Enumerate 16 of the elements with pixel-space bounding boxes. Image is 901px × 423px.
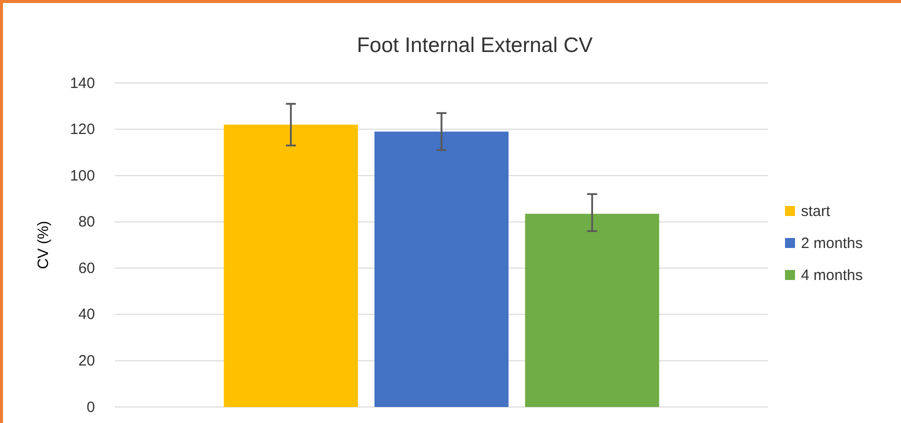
bar	[224, 124, 358, 407]
legend-label: 4 months	[801, 267, 863, 284]
y-tick-label: 80	[78, 214, 95, 231]
chart-title: Foot Internal External CV	[356, 34, 593, 57]
legend-label: 2 months	[801, 235, 863, 252]
y-tick-label: 60	[78, 260, 95, 277]
bar	[374, 132, 509, 407]
y-tick-label: 40	[78, 306, 95, 324]
bar	[525, 214, 660, 407]
y-tick-label: 0	[86, 398, 95, 416]
y-tick-label: 100	[70, 167, 95, 184]
legend-label: start	[801, 203, 832, 220]
y-tick-label: 20	[78, 352, 95, 370]
y-axis-title: CV (%)	[35, 220, 52, 270]
y-tick-label: 120	[70, 121, 95, 138]
y-tick-label: 140	[70, 74, 95, 92]
